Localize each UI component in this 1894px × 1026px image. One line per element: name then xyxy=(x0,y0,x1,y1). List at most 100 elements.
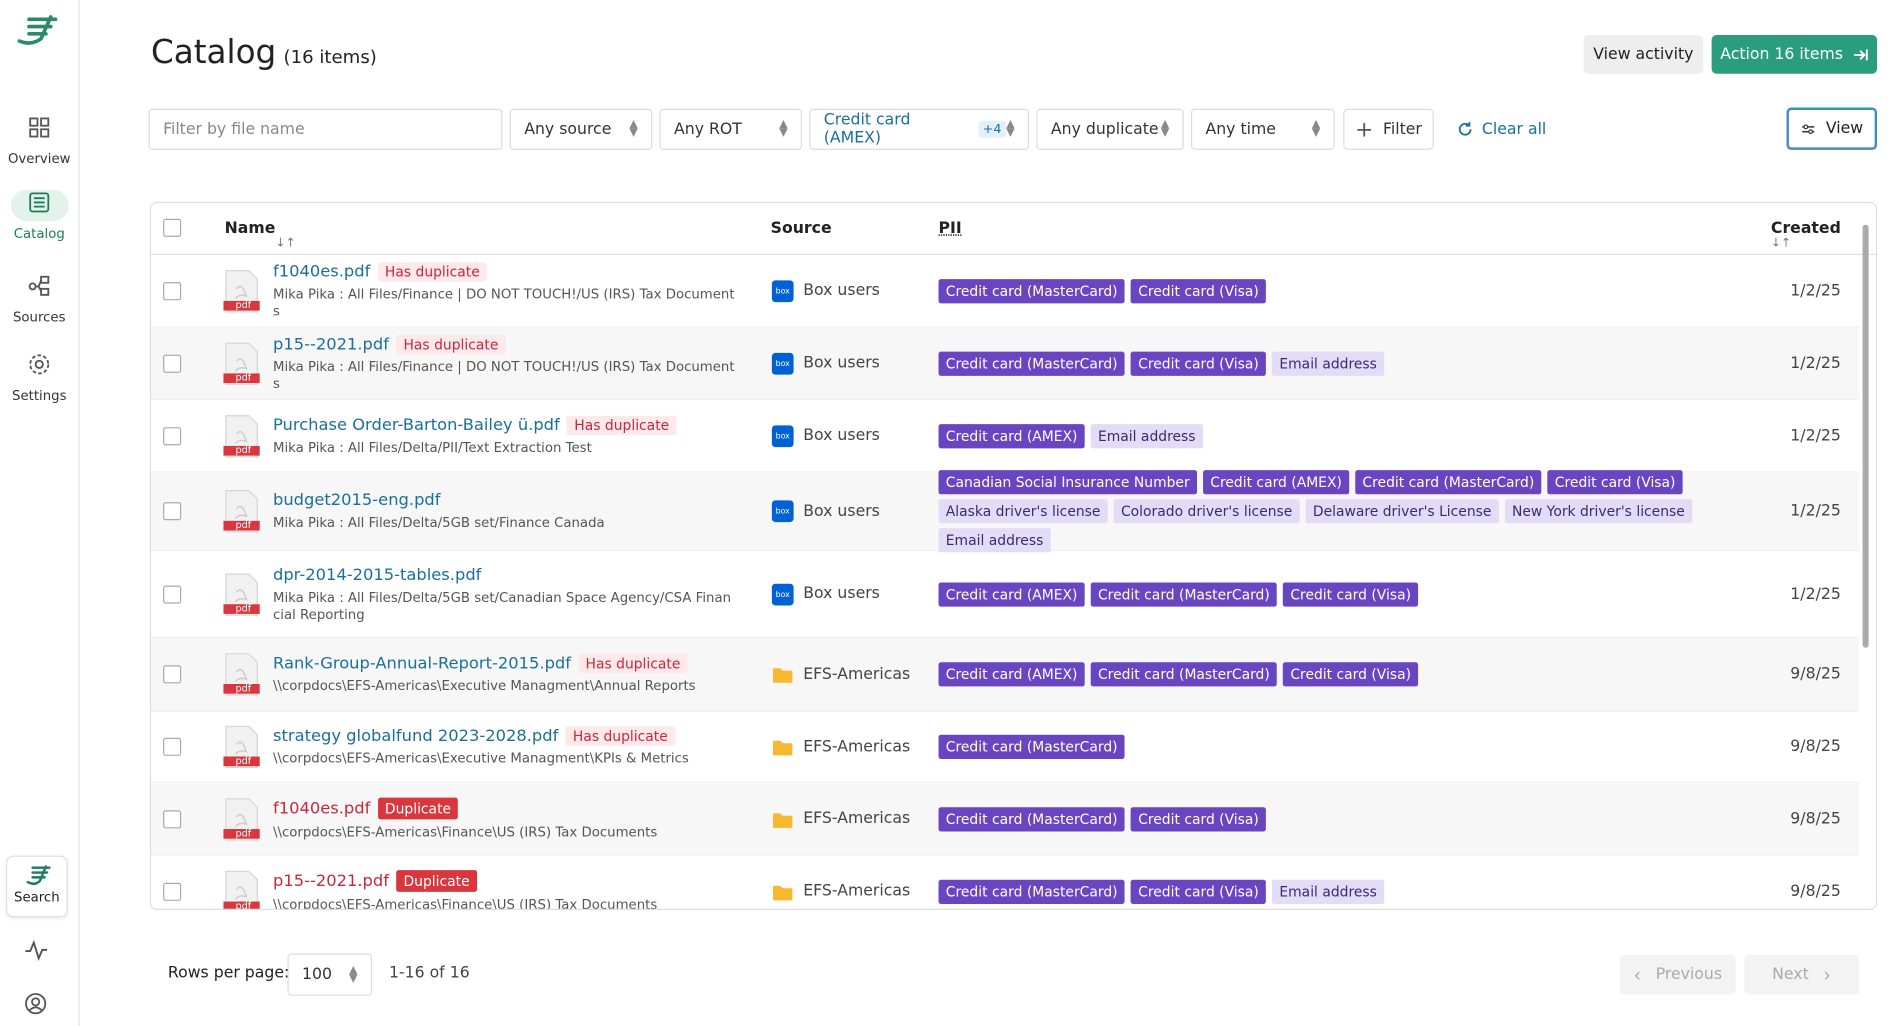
nav-item[interactable]: Catalog xyxy=(0,189,79,242)
view-activity-button[interactable]: View activity xyxy=(1583,35,1704,74)
file-name[interactable]: budget2015-eng.pdf xyxy=(272,490,441,510)
name-line: Purchase Order-Barton-Bailey ü.pdf Has du… xyxy=(272,415,738,435)
name-cell: budget2015-eng.pdf Mika Pika : All Files/… xyxy=(273,491,738,532)
created-date: 9/8/25 xyxy=(1790,737,1841,756)
item-count: (16 items) xyxy=(283,45,377,68)
pii-tag: Credit card (Visa) xyxy=(1283,581,1419,607)
pii-tag: Alaska driver's license xyxy=(938,499,1108,524)
file-name[interactable]: f1040es.pdf xyxy=(272,798,371,818)
clear-label: Clear all xyxy=(1481,120,1547,139)
source-name: Box users xyxy=(803,584,880,604)
pii-tag: Email address xyxy=(1272,351,1385,376)
file-name[interactable]: p15--2021.pdf xyxy=(272,870,389,891)
column-header[interactable]: ↓↑ Created xyxy=(1770,219,1841,251)
source-name: EFS-Americas xyxy=(803,809,911,828)
nav-label: Catalog xyxy=(13,225,65,242)
file-icon: pdf xyxy=(222,489,261,533)
has-duplicate-badge: Has duplicate xyxy=(567,415,677,435)
view-button[interactable]: View xyxy=(1786,107,1878,150)
row-checkbox[interactable] xyxy=(163,665,182,684)
file-name[interactable]: f1040es.pdf xyxy=(272,261,371,281)
file-type: pdf xyxy=(235,682,252,694)
name-line: strategy globalfund 2023-2028.pdf Has dup… xyxy=(272,726,738,746)
table-row: pdf strategy globalfund 2023-2028.pdf Has … xyxy=(150,712,1859,784)
source-cell: EFS-Americas xyxy=(772,882,910,901)
nav-item[interactable]: Overview xyxy=(0,115,79,167)
row-checkbox[interactable] xyxy=(163,426,182,445)
page-size-select[interactable]: 100 ▲ ▼ xyxy=(287,953,373,996)
filename-input[interactable]: Filter by file name xyxy=(148,108,503,150)
action-button[interactable]: Action 16 items xyxy=(1711,35,1878,74)
page-title: Catalog (16 items) xyxy=(151,34,377,71)
next-label: Next xyxy=(1772,965,1809,984)
search-nav[interactable]: Search xyxy=(6,855,68,918)
file-name[interactable]: dpr-2014-2015-tables.pdf xyxy=(272,564,482,585)
name-line: budget2015-eng.pdf xyxy=(273,491,738,510)
filter-value: Any ROT xyxy=(674,120,742,139)
rows-per-page-label: Rows per page: xyxy=(167,964,290,983)
name-line: Rank-Group-Annual-Report-2015.pdf Has dup… xyxy=(272,653,738,674)
filter-select[interactable]: Any time ▲ ▼ xyxy=(1190,108,1335,150)
page-range: 1-16 of 16 xyxy=(388,964,470,983)
source-cell: EFS-Americas xyxy=(772,809,910,828)
row-checkbox[interactable] xyxy=(163,354,182,373)
pii-cell: Credit card (MasterCard) xyxy=(938,734,1785,764)
row-checkbox[interactable] xyxy=(163,281,182,300)
filter-select[interactable]: Any duplicate ▲ ▼ xyxy=(1036,108,1184,150)
nav-item[interactable]: Settings xyxy=(0,352,79,404)
action-icon xyxy=(1853,47,1869,63)
created-date: 1/2/25 xyxy=(1790,502,1841,521)
file-name[interactable]: p15--2021.pdf xyxy=(272,334,389,354)
icon xyxy=(25,939,48,962)
user-icon[interactable] xyxy=(24,992,47,1020)
search-label: Search xyxy=(14,889,60,906)
name-cell: f1040es.pdf Duplicate \\corpdocs\EFS-Ameri… xyxy=(273,797,738,841)
source-name: EFS-Americas xyxy=(803,737,911,756)
nav-icon xyxy=(10,352,68,383)
pii-tag: Credit card (MasterCard) xyxy=(938,734,1125,759)
table-row: pdf Purchase Order-Barton-Bailey ü.pdf Has… xyxy=(150,400,1859,473)
pii-tag: Credit card (MasterCard) xyxy=(1090,662,1278,687)
has-duplicate-badge: Has duplicate xyxy=(578,653,688,674)
pii-cell: Credit card (AMEX) Credit card (MasterCar… xyxy=(938,581,1785,611)
pii-tag: Credit card (MasterCard) xyxy=(938,278,1125,303)
file-type: pdf xyxy=(235,602,252,614)
file-name[interactable]: Rank-Group-Annual-Report-2015.pdf xyxy=(272,653,572,674)
filter-select[interactable]: Credit card (AMEX) +4 ▲ ▼ xyxy=(809,108,1030,150)
folder-icon xyxy=(773,740,793,756)
next-button[interactable]: Next › xyxy=(1744,954,1859,995)
row-checkbox[interactable] xyxy=(163,584,182,604)
icon xyxy=(223,269,260,312)
clear-all[interactable]: Clear all xyxy=(1453,109,1550,150)
table-row: pdf f1040es.pdf Has duplicate Mika Pika : A… xyxy=(150,255,1859,328)
caret: ▲ ▼ xyxy=(1160,118,1170,139)
previous-button[interactable]: ‹ Previous xyxy=(1619,954,1736,995)
select-all-checkbox[interactable] xyxy=(163,218,182,237)
filter-value: Any source xyxy=(524,120,612,139)
pii-tag: Credit card (Visa) xyxy=(1130,351,1267,376)
created-date: 1/2/25 xyxy=(1790,426,1841,445)
filter-select[interactable]: Any ROT ▲ ▼ xyxy=(659,108,803,150)
file-name[interactable]: Purchase Order-Barton-Bailey ü.pdf xyxy=(272,415,560,435)
activity-icon[interactable] xyxy=(24,939,48,966)
has-duplicate-badge: Has duplicate xyxy=(377,261,488,281)
file-type: pdf xyxy=(235,444,252,456)
icon xyxy=(29,353,50,374)
name-cell: Purchase Order-Barton-Bailey ü.pdf Has du… xyxy=(273,415,738,456)
row-checkbox[interactable] xyxy=(163,502,182,521)
pii-tag: Credit card (MasterCard) xyxy=(938,806,1125,831)
row-checkbox[interactable] xyxy=(163,737,182,756)
filter-select[interactable]: Any source ▲ ▼ xyxy=(509,108,653,150)
nav-item[interactable]: Sources xyxy=(0,273,79,325)
column-header[interactable]: Name ↓↑ xyxy=(224,219,296,251)
source-cell: box Box users xyxy=(771,424,880,447)
pii-tag: Email address xyxy=(938,528,1051,553)
column-header[interactable]: Source xyxy=(770,219,832,239)
row-checkbox[interactable] xyxy=(163,882,182,901)
filter-button[interactable]: + Filter xyxy=(1343,108,1434,150)
pii-tag: Colorado driver's license xyxy=(1113,499,1300,524)
file-name[interactable]: strategy globalfund 2023-2028.pdf xyxy=(272,726,559,746)
row-checkbox[interactable] xyxy=(163,809,182,828)
file-icon: pdf xyxy=(222,653,261,697)
column-header[interactable]: PII xyxy=(938,219,962,239)
